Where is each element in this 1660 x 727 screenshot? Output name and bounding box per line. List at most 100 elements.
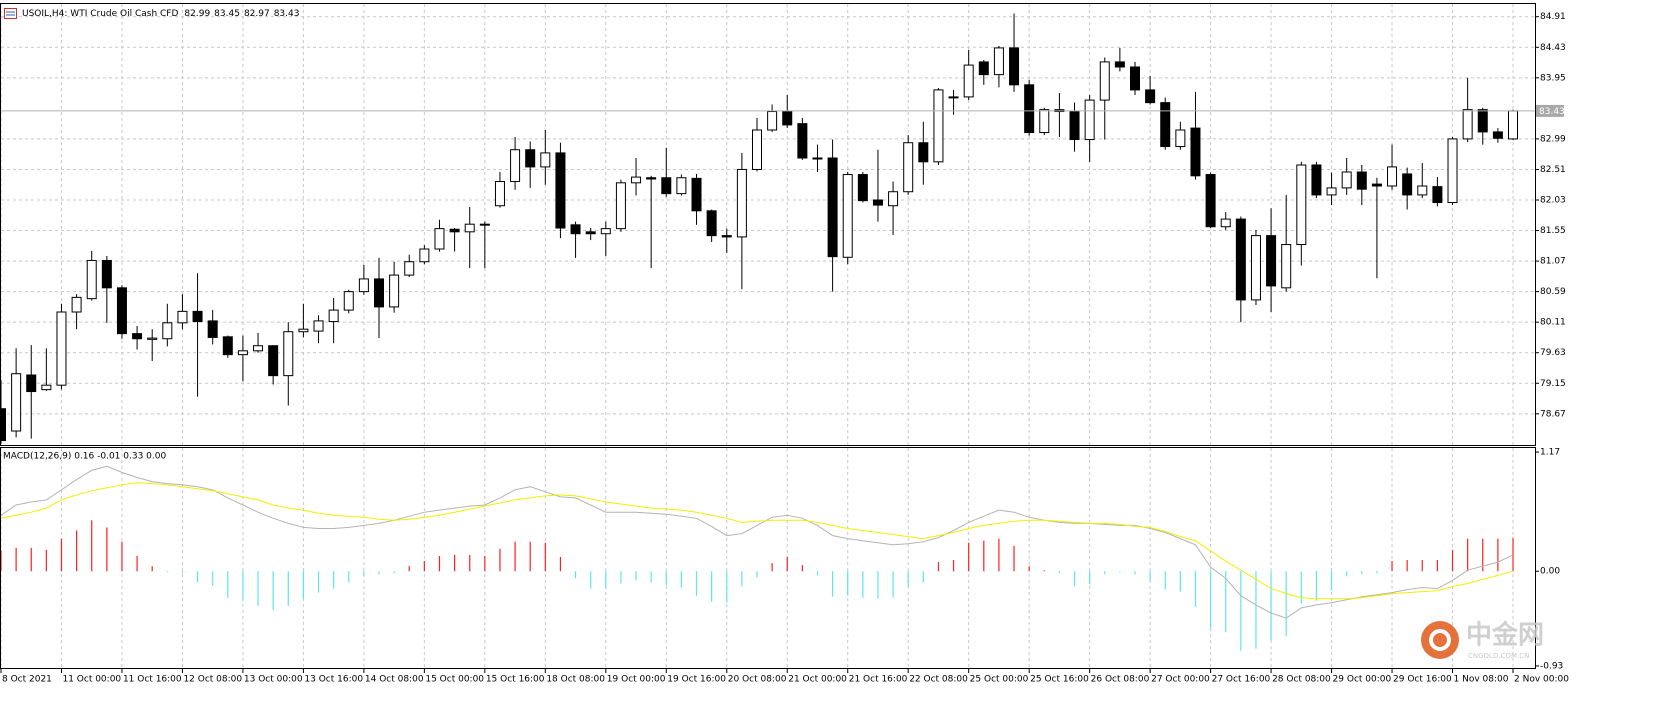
x-tick-label: 27 Oct 00:00 [1151,675,1210,685]
x-tick-label: 2 Nov 00:00 [1514,675,1569,685]
macd-plot [1,465,1514,651]
candle-body [1281,244,1292,289]
y-tick-label: 1.17 [1540,448,1560,458]
candle-body [328,309,339,323]
y-tick-label: 80.11 [1540,318,1566,328]
candle-body [86,259,97,300]
candle-body [903,142,914,193]
candle-body [434,228,445,250]
y-tick-label: 83.95 [1540,73,1566,83]
chart-title: USOIL,H4: WTI Crude Oil Cash CFD [22,9,178,19]
ohlc-low: 82.97 [244,9,270,19]
candle-body [1356,171,1367,190]
candle-body [1341,171,1352,189]
candle-body [389,274,400,308]
price-plot [1,13,1535,444]
candle-body [132,333,143,340]
y-tick-label: 82.03 [1540,196,1566,206]
candle-body [767,111,778,131]
candle-body [253,345,264,352]
x-tick-label: 19 Oct 00:00 [607,675,666,685]
candle-body [1220,218,1231,228]
x-tick-label: 27 Oct 16:00 [1212,675,1271,685]
candle-body [1371,183,1382,187]
candle-body [1432,186,1443,204]
candle-body [888,191,899,207]
watermark: 中金网 CNGOLD.COM.CN [1421,620,1544,660]
y-tick-label: 82.99 [1540,134,1566,144]
header-text: USOIL,H4: WTI Crude Oil Cash CFD 82.99 83.… [22,9,299,19]
candle-body [1205,174,1216,228]
indicator-line [1,482,1514,600]
candle-body [41,384,52,391]
candle-body [1084,99,1095,141]
candle-body [404,261,415,276]
candle-body [812,157,823,160]
candle-body [1009,47,1020,86]
candle-body [1099,61,1110,101]
x-tick-label: 15 Oct 00:00 [425,675,484,685]
candle-body [222,336,233,356]
candle-body [661,177,672,195]
x-tick-label: 13 Oct 16:00 [304,675,363,685]
candle-body [706,210,717,237]
candle-body [71,296,82,313]
price-panel-frame [0,3,1536,446]
indicator-title: MACD(12,26,9) 0.16 -0.01 0.33 0.00 [3,452,166,462]
candle-body [1266,235,1277,287]
y-tick-label: 0.00 [1540,567,1560,577]
candle-body [11,373,22,432]
candle-body [1402,173,1413,196]
y-tick-label: 82.51 [1540,165,1566,175]
candle-body [1477,109,1488,133]
candle-body [1069,111,1080,141]
candle-body [1296,164,1307,246]
indicator-line [1,465,1514,619]
candle-body [449,228,460,233]
candle-body [162,322,173,340]
candle-body [1508,110,1518,140]
y-tick-label: 81.07 [1540,257,1566,267]
candle-body [494,181,505,207]
candle-body [268,345,279,377]
candle-body [147,337,158,340]
candle-body [857,174,868,202]
candle-body [1447,138,1458,204]
candle-body [1417,185,1428,196]
candle-body [827,157,838,258]
y-tick-label: -0.93 [1540,661,1563,671]
header: USOIL,H4: WTI Crude Oil Cash CFD 82.99 83.… [4,8,299,19]
candle-body [207,320,218,338]
candle-body [1462,109,1473,140]
macd-panel-frame [0,447,1536,669]
candle-body [479,223,490,226]
x-tick-label: 21 Oct 00:00 [788,675,847,685]
candle-body [1,408,6,442]
candle-body [1326,187,1337,196]
y-tick-label: 80.59 [1540,287,1566,297]
candle-body [948,96,959,99]
ohlc-open: 82.99 [184,9,210,19]
candle-body [525,149,536,168]
candle-body [555,152,566,229]
candle-body [646,177,657,180]
candle-body [872,199,883,206]
candle-body [1024,84,1035,134]
chart-icon [4,8,17,19]
x-tick-label: 14 Oct 08:00 [365,675,424,685]
candle-body [585,231,596,235]
candle-body [510,149,521,183]
x-tick-label: 15 Oct 16:00 [486,675,545,685]
candle-body [1160,102,1171,148]
x-tick-label: 26 Oct 08:00 [1091,675,1150,685]
current-price-label: 83.43 [1539,107,1565,117]
x-tick-label: 25 Oct 00:00 [970,675,1029,685]
x-tick-label: 12 Oct 08:00 [183,675,242,685]
candle-body [631,176,642,184]
candle-body [676,177,687,195]
candle-body [1235,218,1246,301]
candle-body [358,278,369,293]
